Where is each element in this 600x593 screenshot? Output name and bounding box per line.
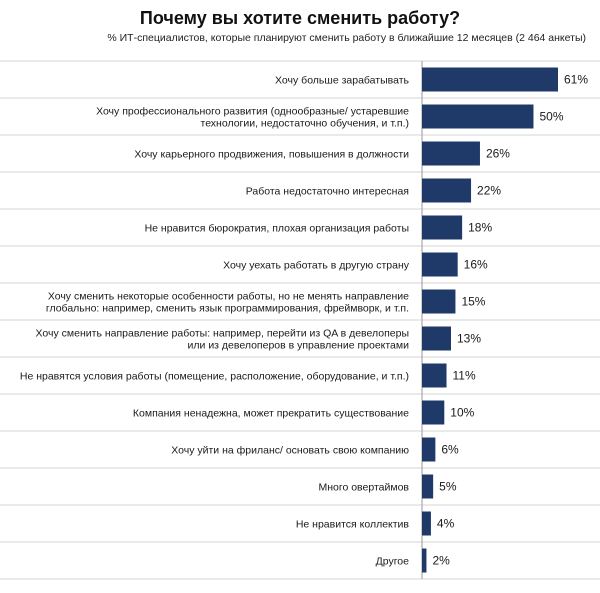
category-label: Хочу уйти на фриланс/ основать свою комп… (171, 445, 409, 457)
value-label: 10% (450, 406, 474, 420)
category-label: Не нравятся условия работы (помещение, р… (20, 371, 409, 383)
value-label: 11% (453, 369, 476, 383)
category-label: Другое (376, 556, 410, 568)
value-label: 22% (477, 184, 501, 198)
value-label: 5% (439, 480, 457, 494)
category-label: Не нравится бюрократия, плохая организац… (145, 223, 409, 235)
chart-title: Почему вы хотите сменить работу? (139, 8, 461, 28)
value-label: 18% (468, 221, 492, 235)
chart-subtitle: % ИТ-специалистов, которые планируют сме… (107, 32, 586, 44)
bar (422, 363, 447, 388)
category-label: Компания ненадежна, может прекратить сущ… (133, 408, 409, 420)
bar (422, 326, 451, 351)
value-label: 13% (457, 332, 481, 346)
bar (422, 548, 427, 573)
value-label: 15% (461, 295, 485, 309)
bar (422, 474, 434, 499)
bar (422, 104, 534, 129)
value-label: 26% (486, 147, 510, 161)
category-label: Много овертаймов (318, 482, 409, 494)
bar (422, 252, 458, 277)
bar (422, 141, 480, 166)
category-label: технологии, недостаточно обучения, и т.п… (201, 118, 410, 130)
bar (422, 437, 436, 462)
value-label: 2% (432, 554, 450, 568)
category-label: глобально: например, сменить язык програ… (46, 303, 409, 315)
category-label: Хочу уехать работать в другую страну (223, 260, 410, 272)
bar (422, 178, 472, 203)
bar (422, 511, 431, 536)
category-label: Хочу профессионального развития (однообр… (96, 106, 409, 118)
bar (422, 400, 445, 425)
value-label: 61% (564, 73, 588, 87)
category-label: Работа недостаточно интересная (246, 186, 409, 198)
value-label: 16% (464, 258, 488, 272)
category-label: Не нравится коллектив (296, 519, 410, 531)
bar (422, 289, 456, 314)
bar (422, 215, 463, 240)
value-label: 4% (437, 517, 455, 531)
category-label: или из девелоперов в управление проектам… (188, 340, 410, 352)
category-label: Хочу сменить некоторые особенности работ… (48, 291, 409, 303)
category-label: Хочу больше зарабатывать (275, 75, 409, 87)
category-label: Хочу карьерного продвижения, повышения в… (134, 149, 409, 161)
category-label: Хочу сменить направление работы: наприме… (36, 328, 409, 340)
value-label: 50% (539, 110, 563, 124)
bar (422, 67, 558, 92)
value-label: 6% (441, 443, 459, 457)
